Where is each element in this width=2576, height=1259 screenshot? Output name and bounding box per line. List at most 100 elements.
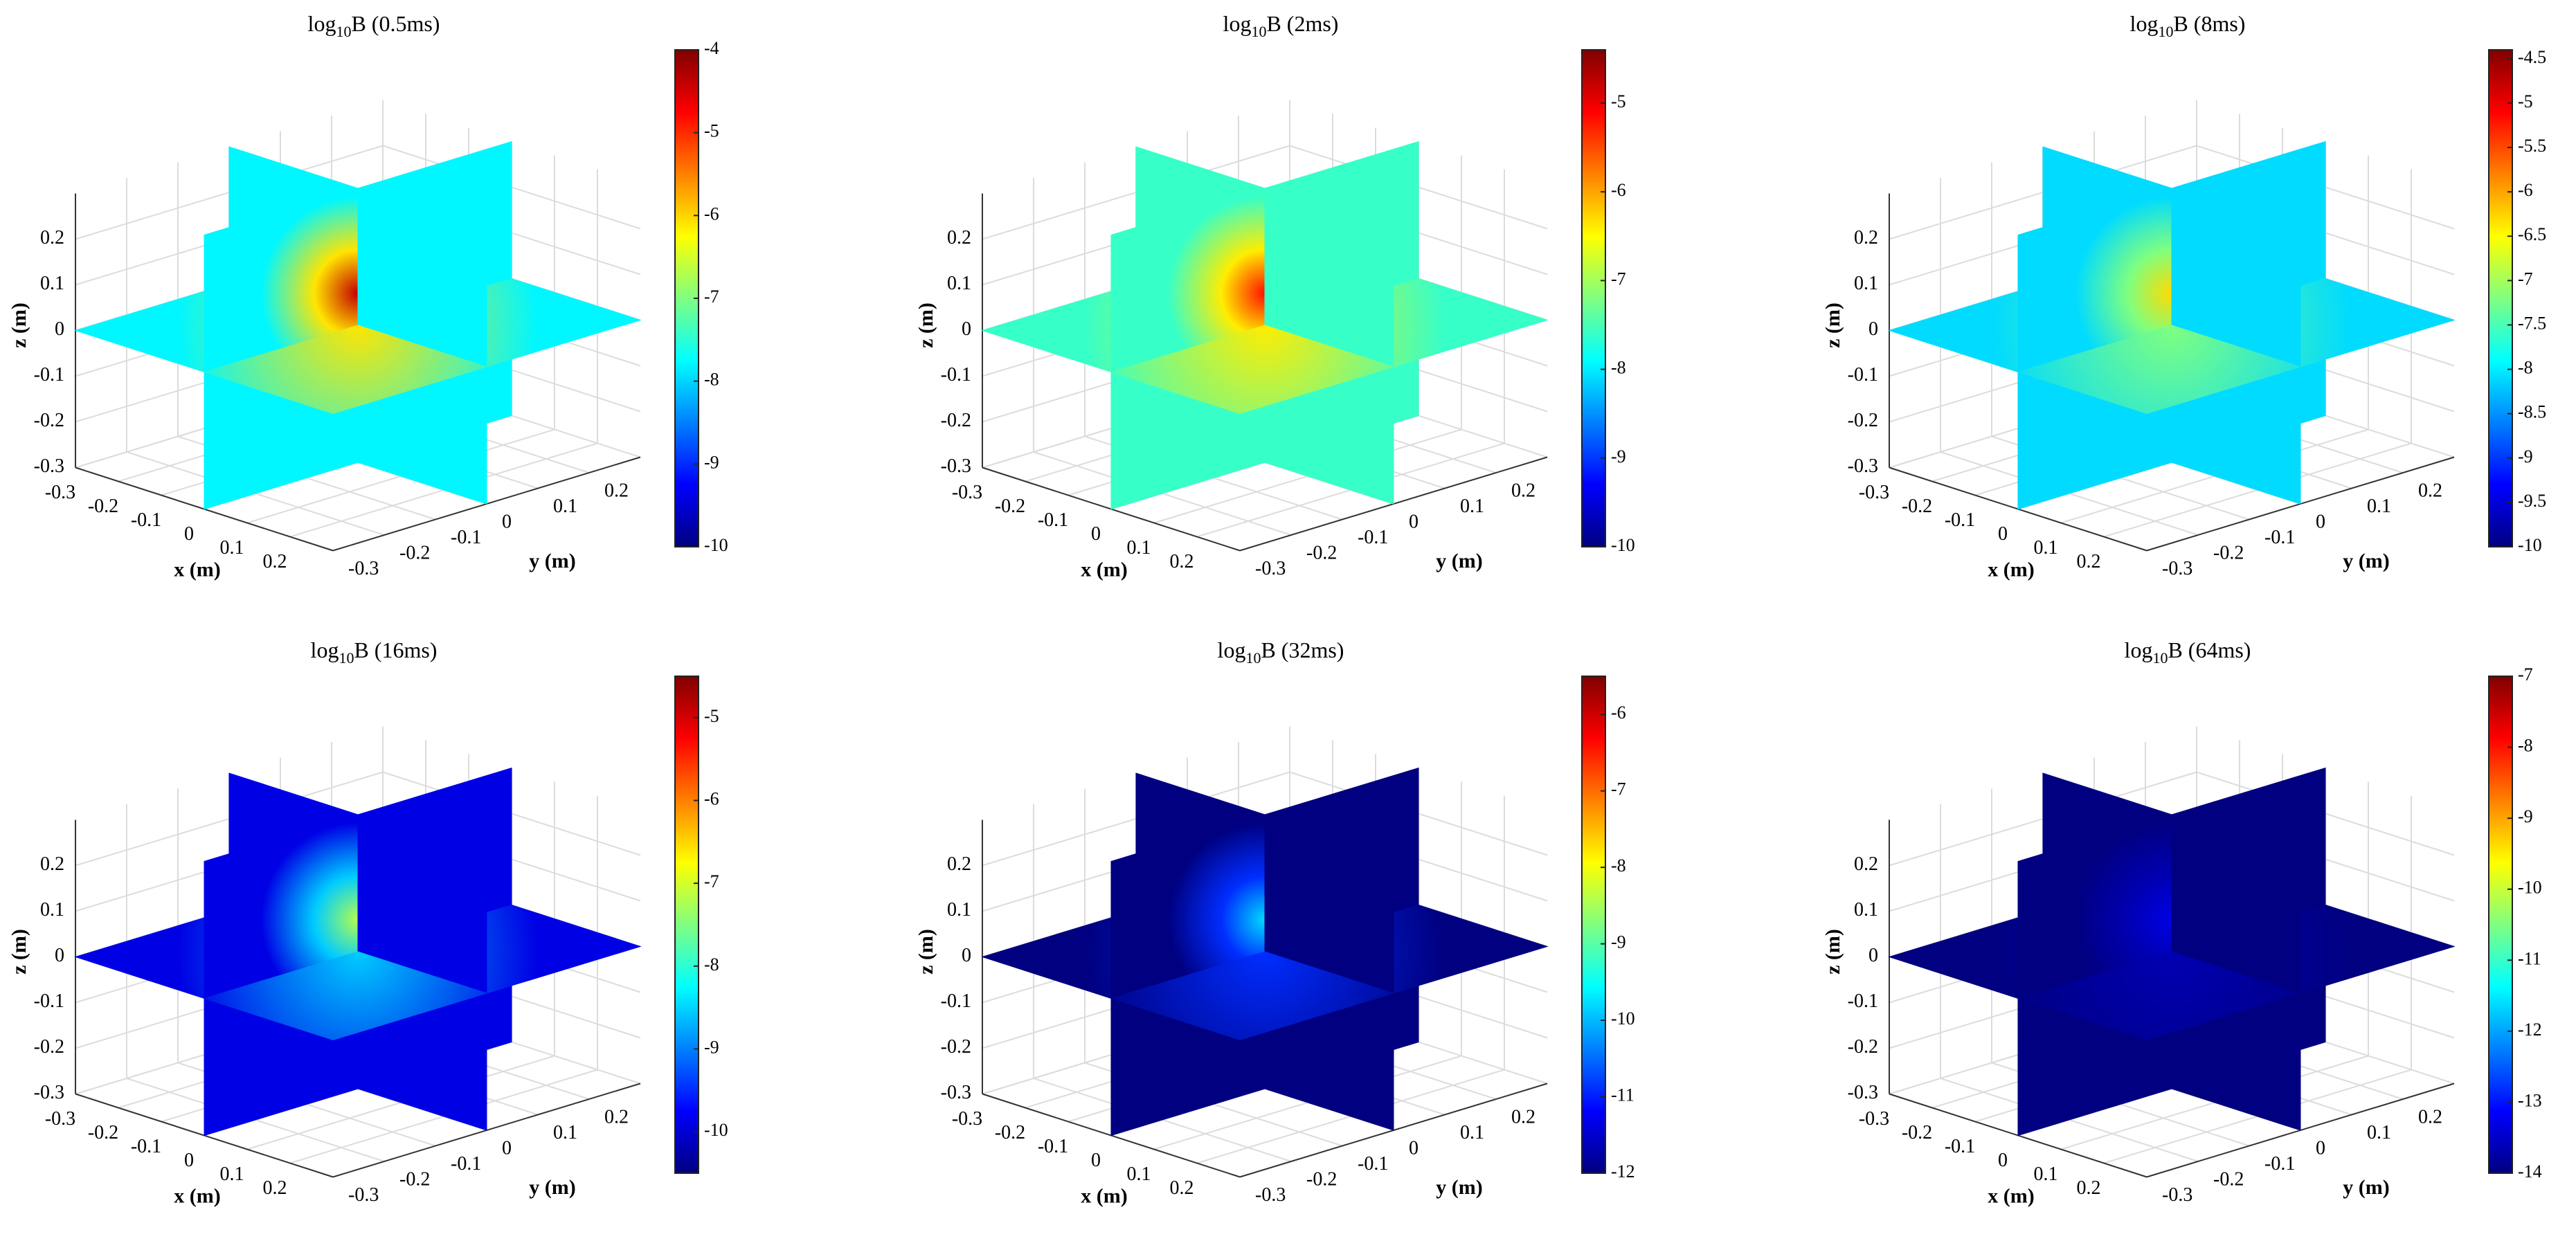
x-tick-label: 0	[1091, 1150, 1101, 1171]
z-tick-label: 0.2	[40, 853, 64, 875]
x-tick-label: 0.1	[2034, 537, 2058, 559]
colorbar-tick-label: -9	[1611, 446, 1626, 467]
colorbar-tick-label: -5	[1611, 91, 1626, 111]
y-axis-label: y (m)	[2343, 1176, 2389, 1199]
z-axis-label: z (m)	[915, 929, 937, 975]
y-tick-label: -0.1	[1358, 527, 1388, 548]
y-tick-label: 0.2	[1511, 480, 1535, 501]
y-tick-label: 0.2	[1511, 1106, 1535, 1127]
z-tick-label: 0.1	[40, 273, 64, 294]
chart-title: log10B (2ms)	[1223, 11, 1339, 40]
y-axis-label: y (m)	[2343, 550, 2389, 572]
y-axis-label: y (m)	[1436, 550, 1482, 572]
y-tick-label: 0.2	[2418, 480, 2442, 501]
z-tick-label: 0	[962, 945, 971, 966]
slice-z	[1110, 325, 1395, 415]
panel: -0.3 -0.2 -0.1 0 0.1 0.2 -0.3 -0.2 -0.1 0 0.1 0.2 -0…	[915, 637, 1635, 1207]
x-tick-label: -0.1	[1038, 509, 1068, 531]
colorbar	[2488, 49, 2513, 547]
y-tick-label: 0	[502, 1137, 512, 1159]
title-subscript: 10	[2158, 23, 2173, 40]
chart-title: log10B (0.5ms)	[308, 11, 440, 40]
y-tick-label: -0.1	[451, 1153, 481, 1175]
z-tick-label: -0.3	[1848, 455, 1878, 477]
chart-title: log10B (32ms)	[1218, 637, 1344, 667]
x-tick-label: -0.3	[952, 482, 982, 503]
colorbar-tick-label: -13	[2518, 1090, 2542, 1110]
z-tick-label: -0.1	[34, 364, 64, 386]
title-part: B (0.5ms)	[351, 11, 440, 36]
z-tick-label: -0.2	[941, 1036, 971, 1058]
z-tick-label: -0.1	[34, 990, 64, 1012]
x-tick-label: -0.3	[45, 482, 75, 503]
colorbar-tick-label: -7	[704, 871, 719, 891]
y-tick-label: -0.2	[1306, 542, 1337, 563]
x-axis-label: x (m)	[174, 558, 220, 581]
y-tick-label: 0	[2316, 1137, 2325, 1159]
title-part: B (16ms)	[354, 637, 437, 662]
z-tick-label: -0.1	[1848, 364, 1878, 386]
title-part: log	[2130, 11, 2159, 36]
x-tick-label: 0.2	[1170, 1177, 1194, 1199]
colorbar-tick-label: -7	[1611, 779, 1626, 799]
colorbar-tick-label: -9	[2518, 446, 2533, 467]
y-tick-label: -0.2	[1306, 1168, 1337, 1190]
y-tick-label: 0.2	[2418, 1106, 2442, 1127]
z-tick-label: -0.3	[34, 455, 64, 477]
colorbar-tick-label: -5	[704, 121, 719, 141]
title-part: log	[311, 637, 339, 662]
y-tick-label: -0.3	[348, 558, 379, 579]
colorbar-tick-label: -7	[2518, 269, 2533, 289]
title-part: B (32ms)	[1261, 637, 1344, 662]
colorbar-tick-label: -11	[2518, 948, 2541, 968]
colorbar-tick-label: -6	[1611, 703, 1626, 723]
colorbar-tick-label: -9	[704, 452, 719, 472]
z-tick-label: -0.2	[941, 410, 971, 431]
colorbar-tick-label: -7	[2518, 664, 2533, 685]
panel: -0.3 -0.2 -0.1 0 0.1 0.2 -0.3 -0.2 -0.1 0 0.1 0.2 -0…	[8, 11, 728, 581]
colorbar-tick-label: -6	[1611, 180, 1626, 200]
y-tick-label: 0.1	[2367, 496, 2391, 517]
colorbar-tick-label: -10	[2518, 878, 2542, 898]
y-tick-label: 0.1	[553, 1122, 577, 1143]
z-tick-label: -0.1	[941, 990, 971, 1012]
panel: -0.3 -0.2 -0.1 0 0.1 0.2 -0.3 -0.2 -0.1 0 0.1 0.2 -0…	[1821, 11, 2546, 581]
z-tick-label: 0.2	[1854, 227, 1878, 248]
y-tick-label: -0.2	[399, 542, 430, 563]
colorbar	[1581, 676, 1606, 1174]
z-tick-label: -0.3	[34, 1082, 64, 1103]
z-tick-label: 0	[1868, 318, 1878, 340]
z-axis-label: z (m)	[1821, 302, 1844, 348]
colorbar-tick-label: -8.5	[2518, 402, 2546, 422]
x-axis-label: x (m)	[1988, 558, 2034, 581]
x-tick-label: 0.2	[2077, 1177, 2101, 1199]
x-tick-label: -0.1	[1945, 1136, 1975, 1157]
z-tick-label: -0.2	[1848, 1036, 1878, 1058]
y-tick-label: -0.1	[2264, 527, 2295, 548]
panel: -0.3 -0.2 -0.1 0 0.1 0.2 -0.3 -0.2 -0.1 0 0.1 0.2 -0…	[8, 637, 728, 1207]
z-tick-label: 0.1	[40, 899, 64, 921]
y-tick-label: -0.1	[1358, 1153, 1388, 1175]
y-tick-label: -0.3	[1255, 1184, 1286, 1206]
y-tick-label: 0	[2316, 511, 2325, 532]
colorbar	[2488, 676, 2513, 1174]
z-tick-label: 0.1	[1854, 273, 1878, 294]
x-axis-label: x (m)	[1081, 1184, 1127, 1207]
y-tick-label: -0.1	[2264, 1153, 2295, 1175]
title-part: log	[1218, 637, 1246, 662]
colorbar-tick-label: -5	[2518, 91, 2533, 111]
chart-title: log10B (16ms)	[311, 637, 438, 667]
z-tick-label: 0.2	[40, 227, 64, 248]
y-tick-label: -0.3	[1255, 558, 1286, 579]
z-tick-label: -0.1	[1848, 990, 1878, 1012]
title-part: B (8ms)	[2173, 11, 2245, 36]
colorbar-tick-label: -5.5	[2518, 136, 2546, 156]
y-axis-label: y (m)	[529, 1176, 575, 1199]
z-tick-label: 0	[55, 945, 64, 966]
z-tick-label: 0.1	[1854, 899, 1878, 921]
x-tick-label: -0.2	[1902, 1122, 1932, 1143]
z-tick-label: -0.1	[941, 364, 971, 386]
z-tick-label: -0.2	[34, 410, 64, 431]
x-tick-label: 0.2	[263, 551, 287, 572]
